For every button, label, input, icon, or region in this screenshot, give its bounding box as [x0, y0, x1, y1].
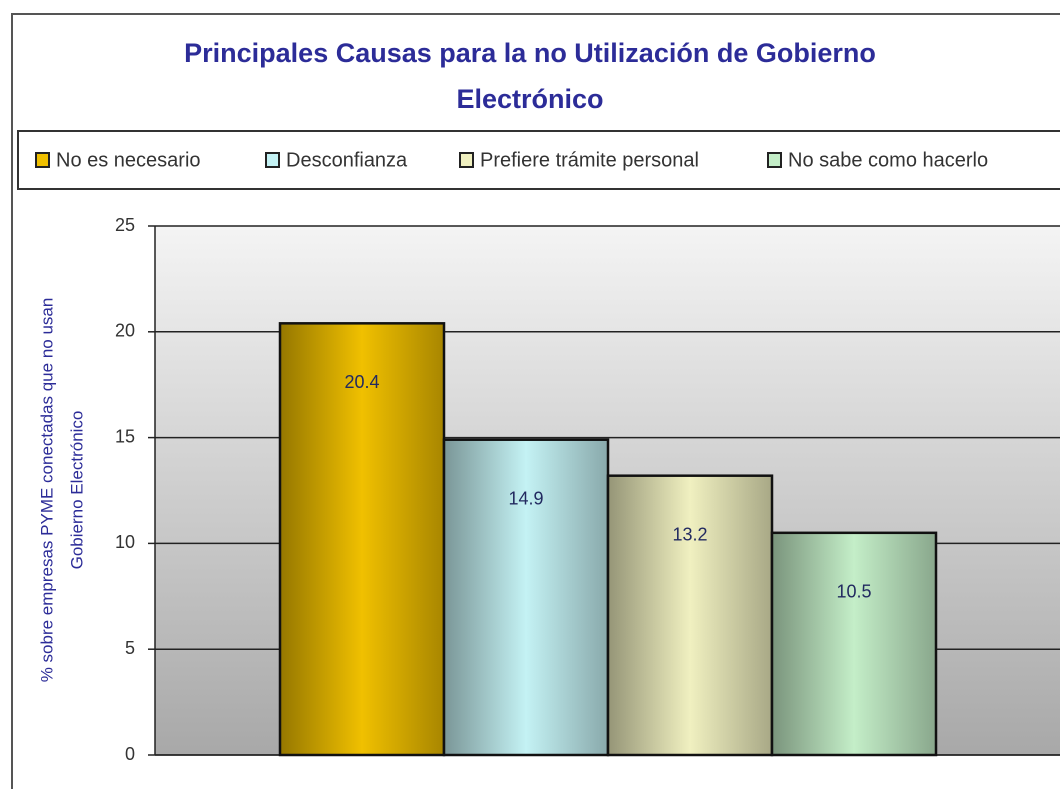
- y-tick-label: 25: [115, 215, 135, 235]
- y-tick-label: 20: [115, 321, 135, 341]
- legend-label: Prefiere trámite personal: [480, 149, 699, 171]
- chart-title: Principales Causas para la no Utilizació…: [184, 38, 876, 68]
- y-tick-label: 10: [115, 532, 135, 552]
- legend-swatch: [35, 152, 50, 168]
- y-tick-label: 15: [115, 426, 135, 446]
- data-label: 20.4: [344, 372, 379, 392]
- y-tick-label: 0: [125, 744, 135, 764]
- legend-label: No es necesario: [56, 149, 201, 171]
- data-label: 13.2: [672, 524, 707, 544]
- data-label: 10.5: [836, 582, 871, 602]
- legend-swatch: [459, 152, 474, 168]
- legend-box: [17, 130, 1060, 190]
- y-axis-label-line: % sobre empresas PYME conectadas que no …: [37, 298, 56, 683]
- bar: [770, 531, 938, 757]
- legend-swatch: [767, 152, 782, 168]
- bar: [606, 474, 774, 757]
- bar: [278, 322, 446, 757]
- legend-swatch: [265, 152, 280, 168]
- legend-label: No sabe como hacerlo: [788, 149, 988, 171]
- bar: [442, 438, 610, 757]
- y-axis-label: % sobre empresas PYME conectadas que no …: [37, 298, 86, 683]
- data-label: 14.9: [508, 488, 543, 508]
- legend-label: Desconfianza: [286, 149, 408, 171]
- y-tick-label: 5: [125, 638, 135, 658]
- chart-title: Electrónico: [456, 84, 603, 114]
- y-axis-label-line: Gobierno Electrónico: [67, 411, 86, 570]
